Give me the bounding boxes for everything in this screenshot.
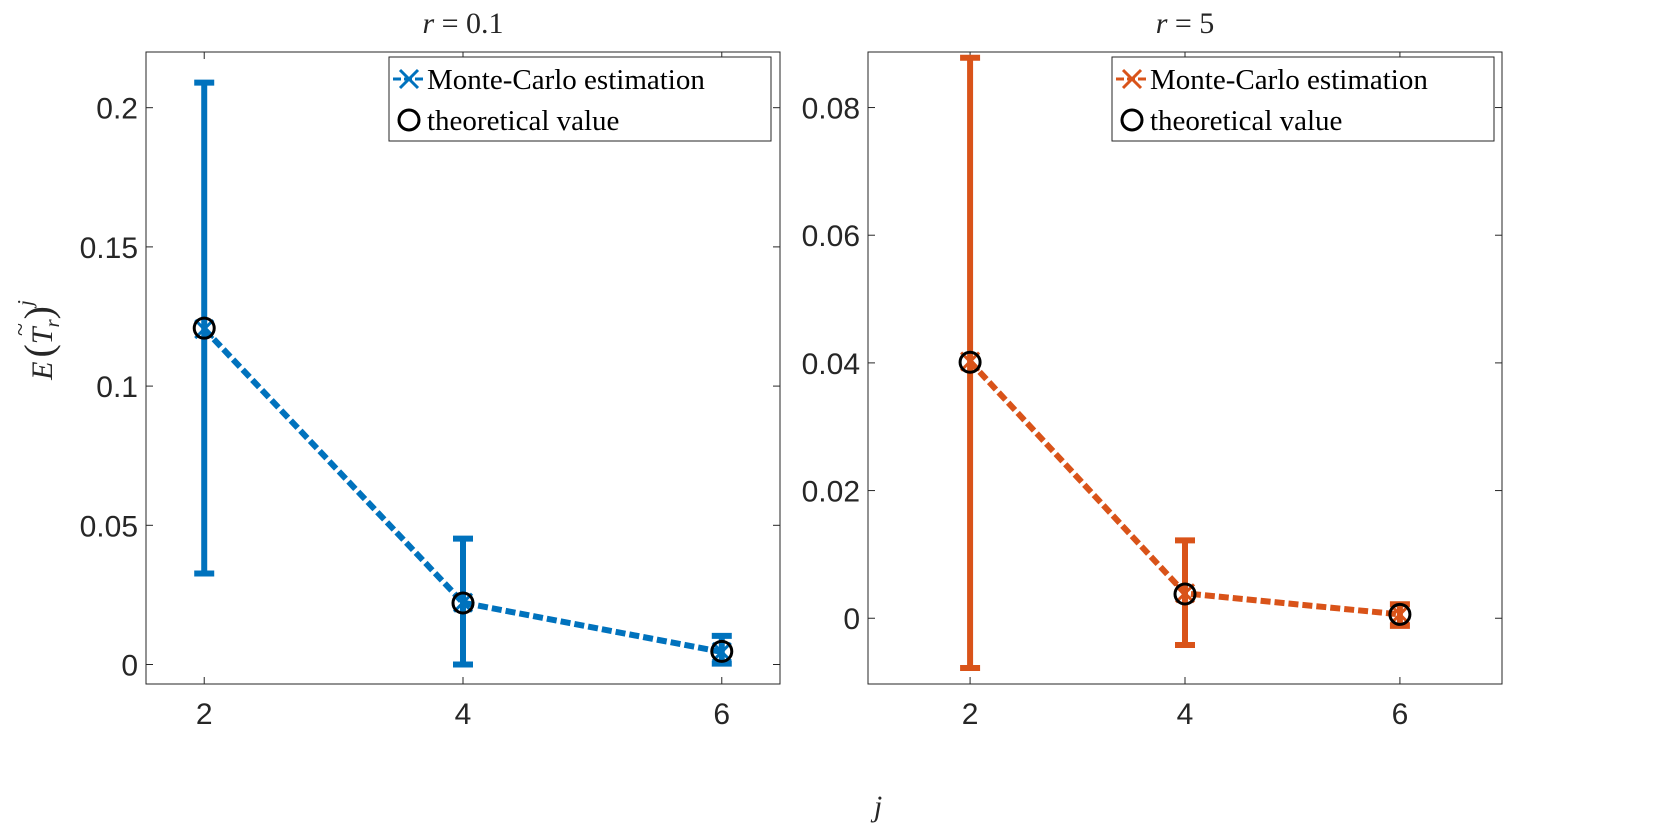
y-tick-label: 0.1	[96, 371, 138, 404]
theoretical-point	[958, 350, 982, 374]
y-tick-label: 0	[121, 650, 138, 683]
y-label-prefix: E	[26, 362, 59, 381]
x-tick-label: 2	[962, 698, 979, 731]
legend-x-marker	[398, 68, 420, 90]
theoretical-point	[710, 639, 734, 663]
x-tick-label: 2	[196, 698, 213, 731]
title-variable: r	[1156, 7, 1168, 40]
mc-point	[1389, 604, 1410, 625]
legend-label-mc: Monte-Carlo estimation	[1150, 64, 1428, 96]
theoretical-point	[1388, 602, 1412, 626]
legend-x-marker	[1121, 68, 1143, 90]
y-label-subscript: r	[40, 319, 64, 328]
x-axis-label: j	[870, 790, 882, 823]
y-tick-label: 0.04	[802, 348, 860, 381]
y-tick-label: 0.02	[802, 476, 860, 509]
y-label-exponent: j	[13, 300, 37, 309]
theoretical-point	[1173, 582, 1197, 606]
y-tick-label: 0.08	[802, 93, 860, 126]
subplot-title: r = 0.1	[422, 7, 503, 40]
title-variable: r	[422, 7, 434, 40]
title-value: 5	[1199, 7, 1214, 40]
y-tick-label: 0.05	[80, 510, 138, 543]
legend: Monte-Carlo estimation theoretical value	[388, 56, 772, 142]
y-tick-label: 0.15	[80, 232, 138, 265]
x-tick-label: 6	[1392, 698, 1409, 731]
legend-circle-marker	[1120, 108, 1144, 132]
legend-label-mc: Monte-Carlo estimation	[427, 64, 705, 96]
x-tick-label: 4	[1177, 698, 1194, 731]
legend-label-theory: theoretical value	[1150, 105, 1342, 137]
y-label-symbol: T	[26, 325, 59, 344]
mc-series-line	[202, 326, 723, 655]
legend: Monte-Carlo estimation theoretical value	[1111, 56, 1495, 142]
x-tick-label: 4	[455, 698, 472, 731]
legend-label-theory: theoretical value	[427, 105, 619, 137]
legend-box	[388, 56, 772, 142]
y-tick-label: 0.06	[802, 220, 860, 253]
theoretical-point	[451, 591, 475, 615]
legend-circle-marker	[397, 108, 421, 132]
title-equals: =	[1167, 7, 1199, 40]
legend-box	[1111, 56, 1495, 142]
left-subplot: 0 0.05 0.1 0.15 0.2 2 4 6 r = 0.1 Monte-Carlo est…	[80, 7, 781, 731]
title-value: 0.1	[466, 7, 504, 40]
title-equals: =	[434, 7, 466, 40]
right-subplot: 0 0.02 0.04 0.06 0.08 2 4 6 r = 5 Monte-Carlo est…	[802, 7, 1503, 731]
y-tick-label: 0	[843, 603, 860, 636]
y-tick-label: 0.2	[96, 93, 138, 126]
y-axis-label: E(Tr)j ~	[8, 300, 64, 381]
x-tick-label: 6	[713, 698, 730, 731]
tilde-accent: ~	[8, 323, 34, 336]
svg-text:E(Tr)j: E(Tr)j	[13, 300, 64, 381]
subplot-title: r = 5	[1156, 7, 1215, 40]
theoretical-point	[192, 316, 216, 340]
